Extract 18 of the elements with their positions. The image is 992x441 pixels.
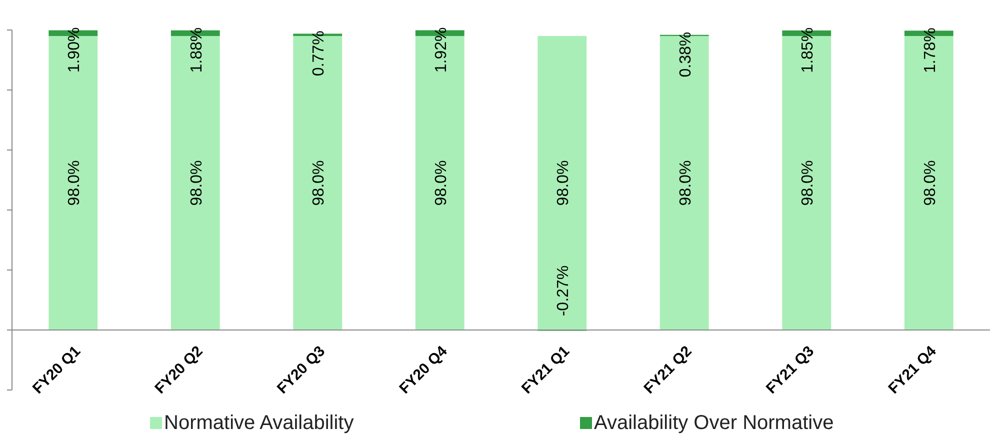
data-label: 0.38%: [677, 32, 694, 78]
data-label: 98.0%: [310, 160, 328, 206]
data-label: 98.0%: [432, 160, 450, 206]
data-label: 98.0%: [800, 160, 817, 206]
data-label: -0.27%: [555, 265, 572, 316]
data-label: 1.88%: [188, 27, 206, 73]
data-label: 1.92%: [432, 27, 450, 73]
data-label: 98.0%: [555, 160, 572, 206]
data-label: 1.85%: [800, 27, 817, 73]
data-label: 98.0%: [922, 160, 939, 206]
data-label: 98.0%: [188, 160, 206, 206]
data-label: 1.90%: [66, 27, 84, 73]
legend-label: Availability Over Normative: [594, 412, 834, 434]
data-label: 0.77%: [310, 30, 328, 76]
legend-label: Normative Availability: [164, 412, 354, 434]
data-label: 98.0%: [677, 160, 694, 206]
data-label: 98.0%: [66, 160, 84, 206]
data-label: 1.78%: [922, 28, 939, 74]
